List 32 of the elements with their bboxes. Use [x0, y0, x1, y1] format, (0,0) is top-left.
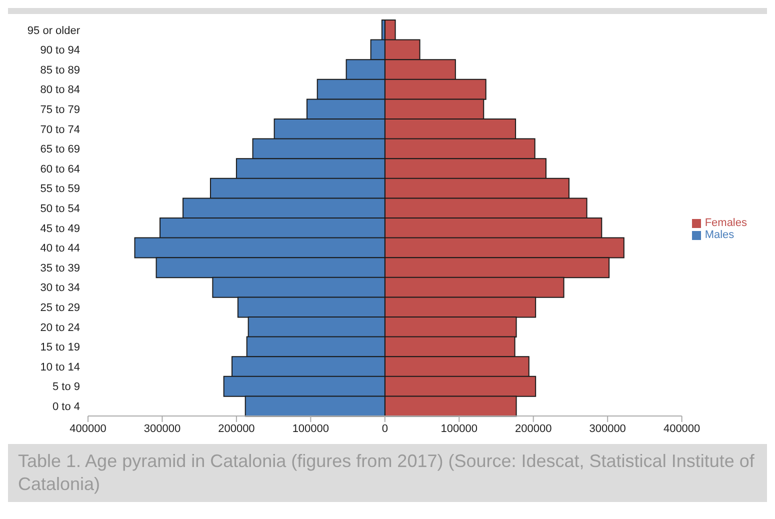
x-tick-label: 400000 — [663, 422, 700, 435]
y-tick-label: 0 to 4 — [52, 401, 80, 414]
y-tick-label: 10 to 14 — [40, 361, 80, 374]
y-tick-label: 60 to 64 — [40, 163, 80, 176]
y-tick-label: 90 to 94 — [40, 44, 80, 57]
y-tick-label: 65 to 69 — [40, 144, 80, 156]
x-tick-label: 200000 — [218, 422, 255, 435]
x-tick-label: 0 — [382, 422, 388, 435]
y-tick-label: 55 to 59 — [40, 183, 80, 196]
x-tick-label: 300000 — [144, 422, 181, 435]
y-tick-label: 45 to 49 — [40, 222, 80, 235]
legend-label: Females — [704, 217, 747, 229]
y-tick-label: 80 to 84 — [40, 84, 80, 96]
y-tick-label: 50 to 54 — [40, 203, 80, 216]
y-tick-label: 20 to 24 — [40, 322, 80, 334]
y-tick-label: 70 to 74 — [40, 124, 80, 136]
caption: Table 1. Age pyramid in Catalonia (figures from 2017) (Source: Idescat, Statistical Institute of Catalonia) — [17, 450, 756, 496]
y-tick-label: 5 to 9 — [52, 381, 80, 394]
y-tick-label: 35 to 39 — [40, 262, 80, 274]
y-tick-label: 75 to 79 — [40, 104, 80, 116]
x-tick-label: 400000 — [70, 422, 106, 435]
y-tick-label: 95 or older — [27, 24, 80, 37]
x-tick-label: 100000 — [292, 422, 330, 435]
y-tick-label: 30 to 34 — [40, 282, 80, 294]
x-tick-label: 200000 — [515, 422, 552, 435]
x-tick-label: 300000 — [589, 422, 626, 435]
legend-label: Males — [704, 229, 734, 241]
y-tick-label: 15 to 19 — [40, 342, 80, 354]
y-tick-label: 25 to 29 — [40, 302, 80, 314]
y-tick-label: 40 to 44 — [40, 242, 80, 255]
x-tick-label: 100000 — [440, 422, 478, 435]
y-tick-label: 85 to 89 — [40, 64, 80, 76]
